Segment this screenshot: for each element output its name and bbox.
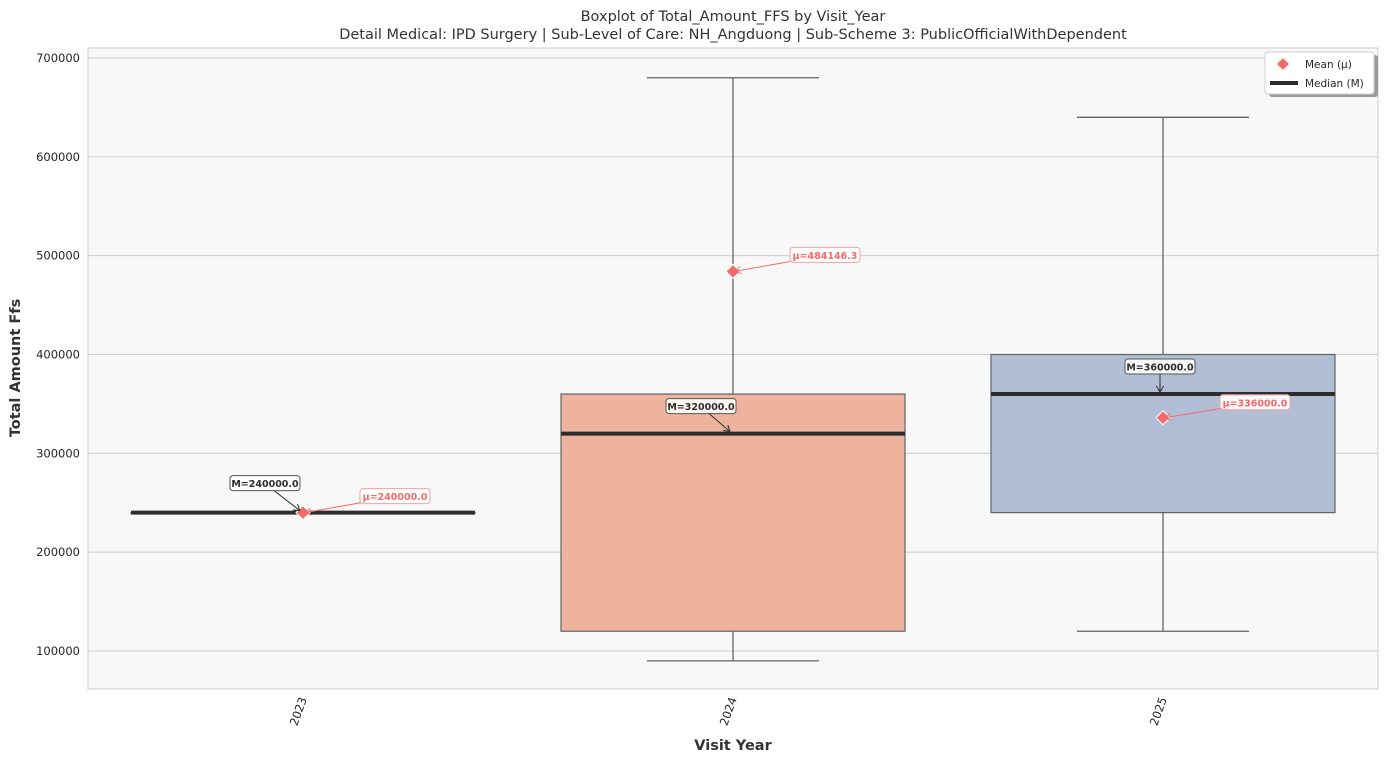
y-tick-label: 500000 xyxy=(36,249,80,263)
iqr-box xyxy=(560,393,906,632)
median-label-arrowhead xyxy=(292,503,301,512)
boxes-layer: M=240000.0 μ=240000.0 M=320000.0 μ=484146.3… xyxy=(130,77,1336,662)
x-axis-label: Visit Year xyxy=(694,738,772,754)
median-label-box xyxy=(665,398,737,415)
box-group-2025: M=360000.0 μ=336000.0 xyxy=(990,116,1336,632)
chart-subtitle: Detail Medical: IPD Surgery | Sub-Level … xyxy=(339,27,1127,43)
mean-label: μ=240000.0 xyxy=(363,492,428,503)
mean-label: μ=336000.0 xyxy=(1223,398,1288,409)
legend: Mean (μ) Median (M) xyxy=(1264,51,1378,97)
legend-mean-label: Mean (μ) xyxy=(1305,59,1352,71)
mean-label-arrowhead xyxy=(1164,412,1172,421)
mean-label-box xyxy=(1219,394,1291,411)
legend-median-label: Median (M) xyxy=(1305,78,1364,90)
median-label: M=320000.0 xyxy=(667,402,735,413)
y-tick-label: 200000 xyxy=(36,545,80,559)
x-tick-label: 2025 xyxy=(1147,695,1170,727)
y-axis-label: Total Amount Ffs xyxy=(8,299,24,437)
legend-mean-marker xyxy=(1277,58,1289,70)
x-tick-label: 2024 xyxy=(717,695,740,727)
median-label: M=240000.0 xyxy=(231,479,299,490)
y-tick-label: 700000 xyxy=(36,51,80,65)
chart-title: Boxplot of Total_Amount_FFS by Visit_Yea… xyxy=(581,9,886,25)
mean-label-arrowhead xyxy=(304,507,312,516)
y-tick-labels: 100000 200000 300000 400000 500000 600000 7000… xyxy=(36,51,80,658)
box-group-2023: M=240000.0 μ=240000.0 xyxy=(130,475,476,521)
median-label-arrowhead xyxy=(723,424,731,433)
iqr-box xyxy=(990,353,1336,514)
median-label-box xyxy=(229,475,301,492)
mean-label-arrowhead xyxy=(734,266,742,275)
y-tick-label: 100000 xyxy=(36,644,80,658)
x-tick-label: 2023 xyxy=(287,695,310,727)
mean-label: μ=484146.3 xyxy=(793,251,858,262)
y-tick-label: 600000 xyxy=(36,150,80,164)
mean-label-box xyxy=(359,488,431,505)
median-label-arrowhead xyxy=(1155,385,1165,393)
mean-label-box xyxy=(789,246,861,263)
median-label-box xyxy=(1124,358,1196,375)
median-label: M=360000.0 xyxy=(1126,363,1194,374)
x-tick-labels: 2023 2024 2025 xyxy=(287,695,1170,727)
y-tick-label: 300000 xyxy=(36,446,80,460)
y-tick-label: 400000 xyxy=(36,348,80,362)
box-group-2024: M=320000.0 μ=484146.3 xyxy=(560,77,906,662)
